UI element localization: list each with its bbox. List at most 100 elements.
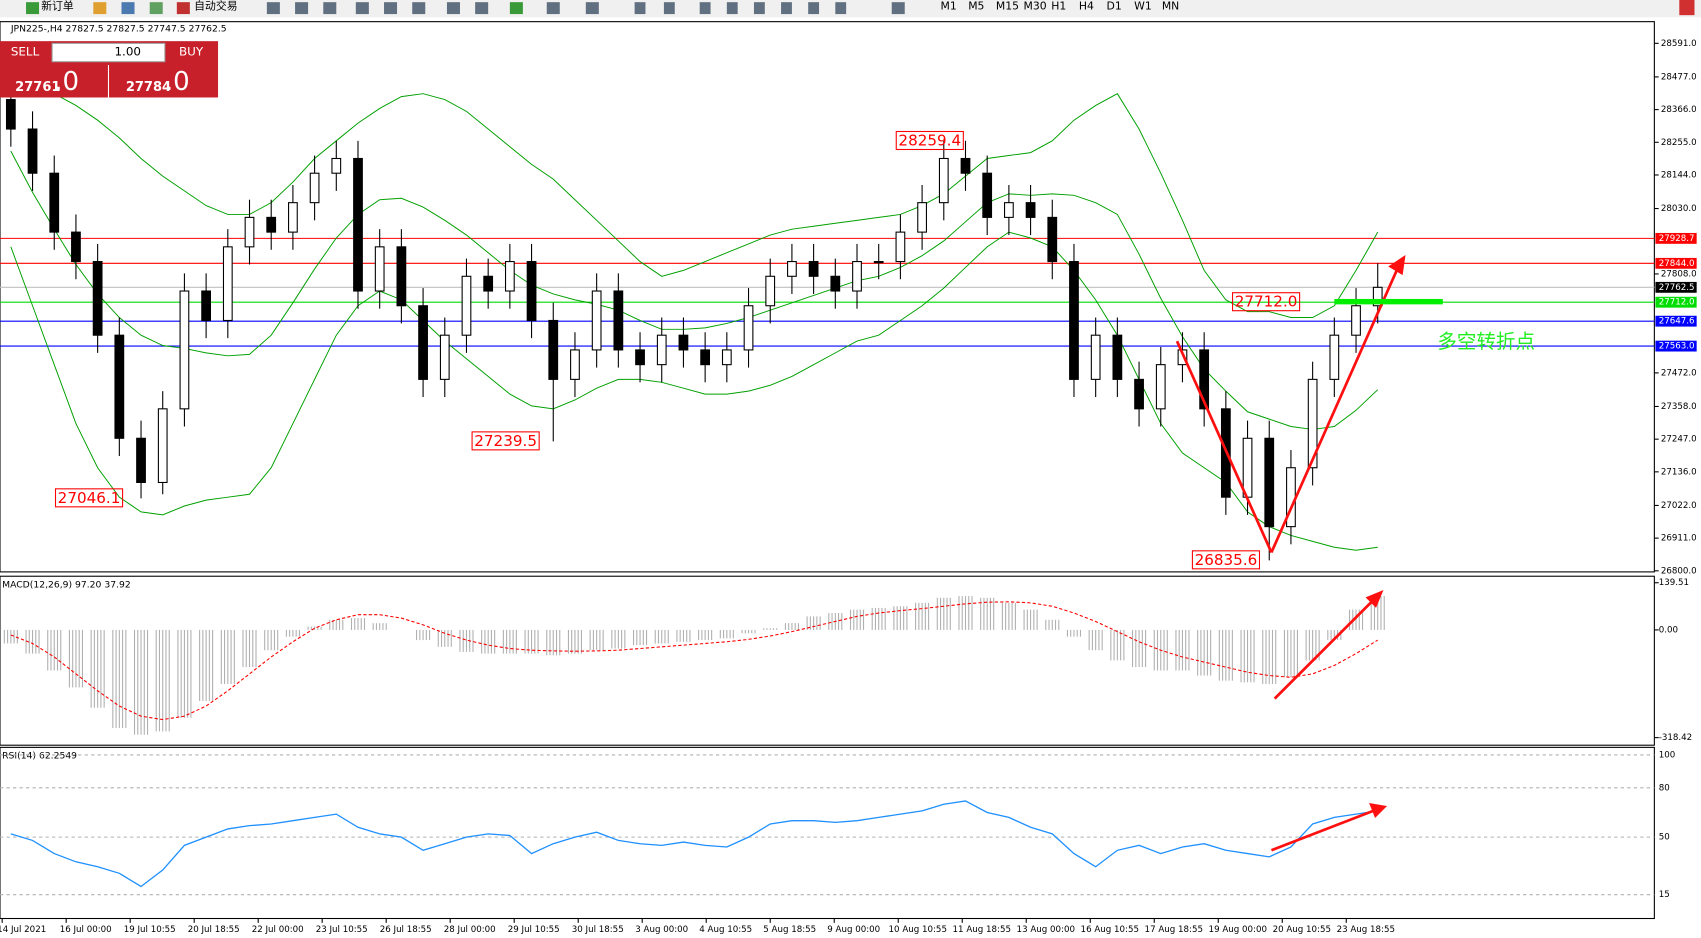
timeframe-button[interactable]: M15	[996, 0, 1019, 12]
sell-button[interactable]: SELL	[11, 44, 40, 58]
x-tick-label: 10 Aug 10:55	[889, 925, 947, 935]
toolbar-icon[interactable]	[384, 2, 398, 15]
turning-point-marker	[1334, 298, 1443, 305]
toolbar-icon[interactable]	[663, 2, 675, 15]
panel-title: RSI(14) 62.2549	[2, 751, 77, 762]
panel-title: MACD(12,26,9) 97.20 37.92	[2, 579, 131, 590]
y-tick-label: 27022.0	[1661, 501, 1697, 511]
y-tick-label: 80	[1659, 783, 1670, 793]
sell-price[interactable]: 27761	[15, 80, 60, 95]
y-tick-label: 15	[1659, 890, 1670, 900]
y-tick-label: 28591.0	[1661, 39, 1697, 49]
toolbar-icon[interactable]	[412, 2, 426, 15]
buy-price-frac[interactable]: .0	[165, 67, 190, 97]
candle-body	[288, 202, 298, 233]
level-tag-label: 27928.7	[1659, 234, 1695, 244]
timeframe-button[interactable]: MN	[1162, 0, 1179, 12]
candle-body	[504, 261, 515, 292]
timeframe-button[interactable]: W1	[1134, 0, 1152, 12]
candle-body	[635, 349, 645, 366]
candle-body	[1069, 261, 1079, 380]
level-tag-label: 27712.0	[1659, 298, 1695, 308]
toolbar-icon[interactable]	[93, 2, 107, 15]
toolbar-icon[interactable]	[726, 2, 738, 15]
auto-trading-icon[interactable]	[176, 2, 190, 15]
buy-price[interactable]: 27784	[126, 80, 171, 95]
candle-body	[157, 408, 168, 484]
candle-body	[1242, 437, 1253, 498]
candle-body	[895, 231, 906, 263]
toolbar-icon[interactable]	[446, 2, 460, 15]
candle-body	[114, 334, 125, 439]
toolbar-icon[interactable]	[149, 2, 163, 15]
level-tag	[1655, 296, 1697, 308]
macd-arrow	[1273, 596, 1377, 700]
toolbar-icon[interactable]	[891, 2, 905, 15]
toolbar-icon[interactable]	[634, 2, 646, 15]
toolbar-icon[interactable]	[699, 2, 711, 15]
candle-body	[49, 172, 60, 233]
toolbar-icon[interactable]	[808, 2, 820, 15]
y-tick-label: 27136.0	[1661, 467, 1697, 477]
price-annotation: 26835.6	[1195, 551, 1258, 569]
level-tag-label: 27762.5	[1659, 283, 1695, 293]
toolbar-icon[interactable]	[355, 2, 369, 15]
toolbar-icon[interactable]	[323, 2, 337, 15]
price-annotation: 27239.5	[474, 432, 537, 450]
lot-value[interactable]: 1.00	[114, 44, 141, 58]
timeframe-button[interactable]: M30	[1024, 0, 1047, 12]
candle-body	[938, 157, 949, 204]
candle-body	[1372, 286, 1383, 307]
lot-input[interactable]	[51, 42, 166, 63]
toolbar-icon[interactable]	[295, 2, 309, 15]
candle-body	[548, 319, 559, 380]
new-order-button[interactable]: 新订单	[41, 0, 74, 12]
timeframe-button[interactable]: M5	[968, 0, 984, 12]
candle-body	[570, 349, 580, 380]
price-annotation: 27712.0	[1235, 293, 1298, 311]
y-tick-label: 28477.0	[1661, 72, 1697, 82]
x-tick-label: 19 Jul 10:55	[124, 925, 176, 935]
sell-price-frac[interactable]: .0	[54, 67, 79, 97]
candle-body	[526, 261, 537, 322]
x-tick-label: 29 Jul 10:55	[508, 925, 560, 935]
timeframe-button[interactable]: H4	[1079, 0, 1094, 12]
toolbar	[0, 0, 1701, 18]
level-tag	[1655, 281, 1697, 293]
x-tick-label: 30 Jul 18:55	[572, 925, 624, 935]
toolbar-icon[interactable]	[781, 2, 792, 15]
level-tag-label: 27844.0	[1659, 259, 1695, 269]
level-tag-label: 27647.6	[1659, 317, 1695, 327]
toolbar-icon[interactable]	[753, 2, 765, 15]
level-tag	[1655, 257, 1697, 269]
timeframe-button[interactable]: D1	[1107, 0, 1122, 12]
y-tick-label: 27247.0	[1661, 435, 1697, 445]
toolbar-icon[interactable]	[835, 2, 847, 15]
candle-body	[439, 334, 450, 380]
level-tag	[1655, 315, 1697, 327]
candle-body	[982, 172, 993, 218]
x-tick-label: 13 Aug 00:00	[1017, 925, 1075, 935]
timeframe-button[interactable]: M1	[941, 0, 957, 12]
level-tag	[1655, 340, 1697, 352]
toolbar-icon[interactable]	[509, 2, 523, 15]
candle-body	[461, 275, 472, 336]
candle-body	[960, 157, 971, 174]
timeframe-button[interactable]: H1	[1051, 0, 1066, 12]
y-tick-label: 28144.0	[1661, 170, 1697, 180]
candle-body	[873, 261, 884, 264]
bollinger-upper	[10, 55, 1379, 319]
toolbar-icon[interactable]	[546, 2, 560, 15]
toolbar-icon[interactable]	[121, 2, 135, 15]
x-tick-label: 17 Aug 18:55	[1145, 925, 1203, 935]
new-order-icon[interactable]	[26, 2, 40, 15]
toolbar-icon[interactable]	[475, 2, 489, 15]
chart-layer: JPN225-,H4 27827.5 27827.5 27747.5 27762…	[0, 24, 1697, 935]
alert-icon[interactable]	[1679, 0, 1695, 16]
candle-body	[787, 261, 797, 277]
toolbar-icon[interactable]	[585, 2, 599, 15]
toolbar-icon[interactable]	[266, 2, 280, 15]
auto-trading-button[interactable]: 自动交易	[194, 0, 237, 12]
buy-button[interactable]: BUY	[179, 44, 204, 58]
